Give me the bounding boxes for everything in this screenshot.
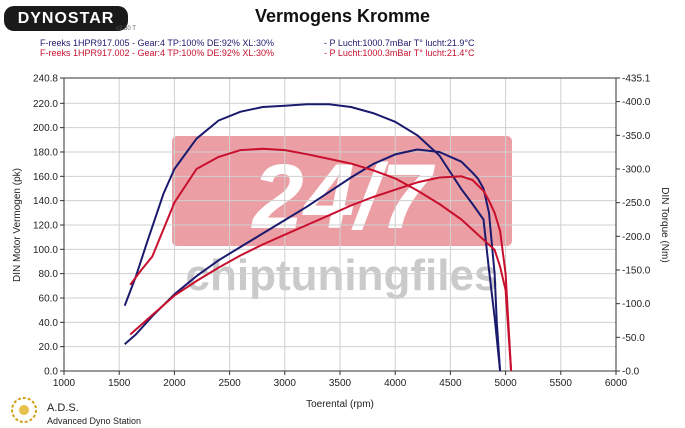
y-tick-label: 20.0 bbox=[39, 342, 59, 353]
ads-logo-icon bbox=[12, 398, 36, 422]
y-tick-label: 160.0 bbox=[33, 172, 58, 183]
y-tick-label: 220.0 bbox=[33, 99, 58, 110]
y2-tick-label: -350.0 bbox=[622, 131, 651, 142]
page-title: Vermogens Kromme bbox=[0, 6, 685, 27]
x-tick-label: 4500 bbox=[439, 378, 462, 389]
y2-tick-label: -200.0 bbox=[622, 232, 651, 243]
y-axis-left: 0.0 20.0 40.0 60.0 80.0 100.0 120.0 140.0 160.0 1… bbox=[33, 74, 64, 378]
run-b-info: F-reeks 1HPR917.002 - Gear:4 TP:100% DE:… bbox=[40, 48, 274, 58]
y2-axis-label: DIN Torque (Nm) bbox=[659, 187, 670, 262]
y2-tick-label: -300.0 bbox=[622, 164, 651, 175]
y2-tick-label: -100.0 bbox=[622, 299, 651, 310]
x-tick-label: 3000 bbox=[274, 378, 297, 389]
y-tick-label: 100.0 bbox=[33, 245, 58, 256]
x-tick-label: 5500 bbox=[550, 378, 573, 389]
y-tick-label: 120.0 bbox=[33, 220, 58, 231]
y2-tick-label: -250.0 bbox=[622, 198, 651, 209]
y-tick-label: 200.0 bbox=[33, 123, 58, 134]
x-axis-label: Toerental (rpm) bbox=[306, 399, 374, 410]
x-tick-label: 6000 bbox=[605, 378, 628, 389]
ads-brand: A.D.S. bbox=[47, 402, 79, 414]
y2-tick-label: -0.0 bbox=[622, 367, 640, 378]
x-tick-label: 2000 bbox=[163, 378, 186, 389]
y-tick-label: 80.0 bbox=[39, 269, 59, 280]
y2-tick-label: -400.0 bbox=[622, 97, 651, 108]
y-tick-label: 40.0 bbox=[39, 318, 59, 329]
run-b-air: - P Lucht:1000.3mBar T° lucht:21.4°C bbox=[324, 48, 474, 58]
watermark-text: chiptuningfiles bbox=[186, 251, 499, 300]
y2-tick-label: -435.1 bbox=[622, 74, 651, 85]
y-tick-label: 140.0 bbox=[33, 196, 58, 207]
x-tick-label: 3500 bbox=[329, 378, 352, 389]
y-axis-label: DIN Motor Vermogen (pk) bbox=[12, 168, 23, 282]
x-tick-label: 1000 bbox=[53, 378, 76, 389]
grid bbox=[64, 78, 616, 371]
ads-brand-full: Advanced Dyno Station bbox=[47, 416, 141, 426]
x-tick-label: 4000 bbox=[384, 378, 407, 389]
y-axis-right: -0.0 -50.0 -100.0 -150.0 -200.0 -250.0 -300.0 -… bbox=[616, 74, 651, 378]
y-tick-label: 0.0 bbox=[44, 367, 58, 378]
y2-tick-label: -150.0 bbox=[622, 265, 651, 276]
x-tick-label: 2500 bbox=[218, 378, 241, 389]
y-tick-label: 180.0 bbox=[33, 147, 58, 158]
x-tick-label: 1500 bbox=[108, 378, 131, 389]
run-a-air: - P Lucht:1000.7mBar T° lucht:21.9°C bbox=[324, 38, 474, 48]
y-tick-label: 60.0 bbox=[39, 293, 59, 304]
x-tick-label: 5000 bbox=[494, 378, 517, 389]
y-tick-label: 240.8 bbox=[33, 74, 58, 85]
run-a-info: F-reeks 1HPR917.005 - Gear:4 TP:100% DE:… bbox=[40, 38, 274, 48]
x-axis: 1000 1500 2000 2500 3000 3500 4000 4500 5000 5500… bbox=[53, 371, 628, 389]
y2-tick-label: -50.0 bbox=[622, 333, 645, 344]
